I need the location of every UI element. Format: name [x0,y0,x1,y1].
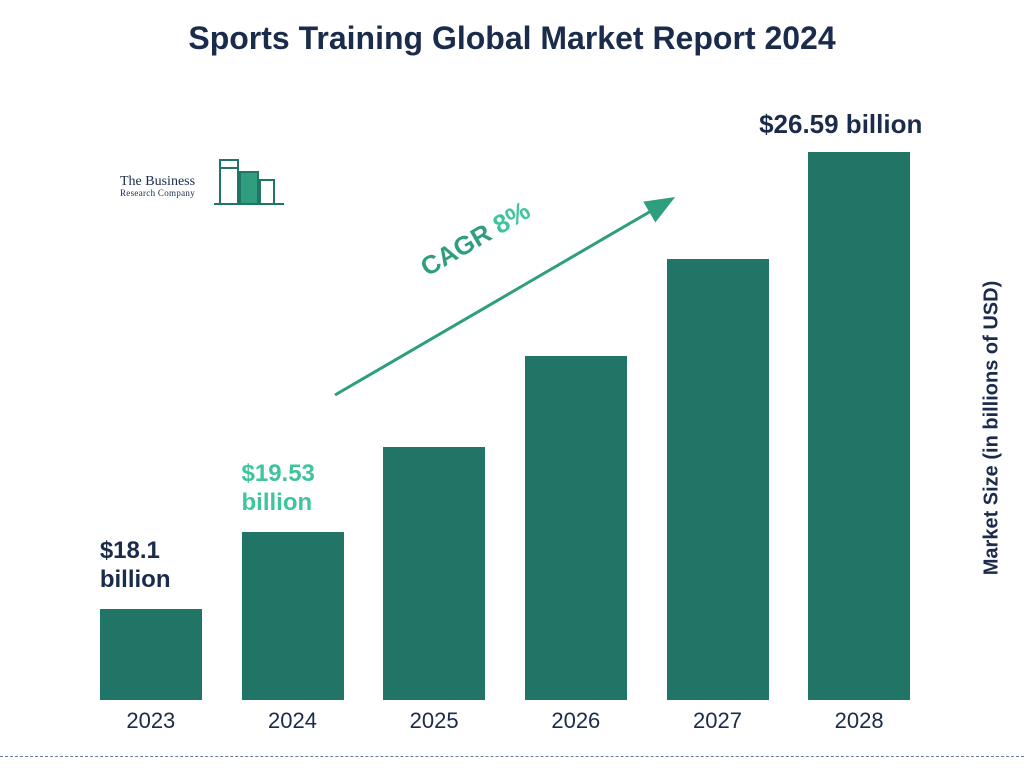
bar-value-label: $26.59 billion [759,109,922,140]
bar [100,609,202,700]
x-tick-label: 2024 [233,708,353,734]
bar-value-label: $18.1billion [100,537,232,595]
bar [383,447,485,700]
y-axis-label-container: Market Size (in billions of USD) [978,168,1006,688]
x-tick-label: 2027 [658,708,778,734]
chart-title: Sports Training Global Market Report 202… [0,20,1024,57]
x-tick-label: 2028 [799,708,919,734]
footer-divider [0,756,1024,757]
page-root: Sports Training Global Market Report 202… [0,0,1024,768]
bar-value-label: $19.53billion [242,460,374,518]
bar [667,259,769,700]
bar [808,152,910,700]
y-axis-label: Market Size (in billions of USD) [981,281,1004,575]
bar [525,356,627,700]
x-tick-label: 2025 [374,708,494,734]
bar [242,532,344,700]
x-tick-label: 2026 [516,708,636,734]
x-tick-label: 2023 [91,708,211,734]
